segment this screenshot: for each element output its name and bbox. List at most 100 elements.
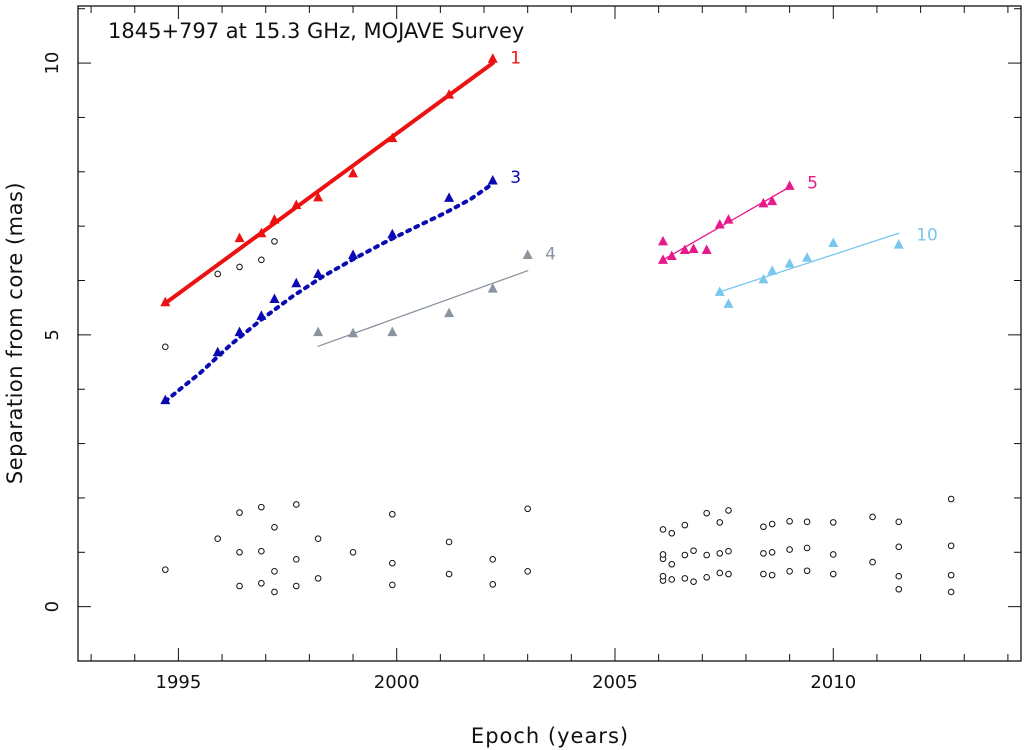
marker-3 [313,268,324,278]
unassigned-point [947,588,955,596]
unassigned-point [271,568,278,575]
y-tick-label: 5 [42,329,63,340]
marker-1 [160,296,171,307]
component-labels: 1 3 4 5 10 [510,49,938,265]
marker-10 [723,298,734,308]
unassigned-point [725,570,732,578]
unassigned-point [162,343,169,351]
unassigned-point [716,519,724,526]
unassigned-point [829,519,837,526]
unassigned-point [895,585,903,593]
marker-10 [767,265,778,275]
unassigned-point [760,550,767,557]
marker-5 [767,195,778,206]
unassigned-point [659,526,667,533]
unassigned-point [690,547,697,554]
unassigned-point [947,571,955,579]
marker-3 [291,277,302,288]
unassigned-point [236,263,243,271]
unassigned-point [768,520,776,528]
unassigned-point [349,548,357,556]
marker-3 [487,174,498,185]
marker-5 [701,244,712,255]
unassigned-point [760,523,767,531]
unassigned-points [162,238,955,596]
unassigned-point [768,548,776,556]
unassigned-point [271,588,278,596]
unassigned-point [292,501,300,508]
unassigned-point [236,582,243,590]
x-tick-label: 2000 [374,672,420,693]
unassigned-point [236,509,243,516]
y-tick-label: 0 [42,601,63,612]
unassigned-point [445,538,453,546]
unassigned-point [716,550,724,557]
fit-line-10 [719,232,900,293]
fit-line-1 [163,61,495,306]
unassigned-point [895,518,903,526]
marker-5 [688,243,699,253]
unassigned-point [314,535,322,542]
unassigned-point [271,523,278,531]
component-label-10: 10 [916,225,938,245]
unassigned-point [786,546,793,553]
unassigned-point [489,581,497,588]
unassigned-point [895,543,903,551]
marker-10 [714,286,725,296]
unassigned-point [214,535,222,542]
marker-10 [802,252,813,262]
marker-4 [444,307,455,318]
marker-5 [658,254,669,264]
marker-1 [348,167,359,178]
unassigned-point [760,570,767,578]
marker-10 [828,237,839,247]
marker-10 [758,273,769,284]
unassigned-point [703,573,710,581]
y-tick-labels: 0 5 10 [42,52,63,613]
marker-1 [256,227,267,238]
unassigned-point [716,569,724,577]
marker-5 [666,250,677,261]
component-label-3: 3 [510,168,521,188]
unassigned-point [829,570,837,578]
component-label-4: 4 [545,244,556,264]
marker-4 [348,327,359,338]
marker-3 [212,346,223,357]
unassigned-point [258,547,265,555]
unassigned-point [947,495,955,503]
unassigned-point [389,559,396,567]
marker-3 [269,293,280,303]
x-tick-label: 1995 [156,672,202,693]
component-label-5: 5 [807,174,818,194]
unassigned-point [869,513,876,521]
unassigned-point [829,551,837,558]
unassigned-point [725,507,732,514]
unassigned-point [786,518,793,525]
marker-5 [758,197,769,208]
unassigned-point [162,566,169,573]
x-tick-label: 2010 [810,672,856,693]
unassigned-point [786,568,793,575]
unassigned-point [869,558,876,566]
plot-frame [77,5,1022,662]
data-markers [160,53,904,405]
unassigned-point [524,568,531,575]
marker-5 [714,219,725,229]
marker-1 [487,53,498,63]
marker-1 [269,214,280,224]
x-tick-labels: 1995 2000 2005 2010 [156,672,857,693]
marker-4 [522,249,533,259]
x-tick-label: 2005 [592,672,638,693]
y-tick-label: 10 [42,52,63,75]
unassigned-point [314,575,322,582]
unassigned-point [681,521,689,529]
marker-10 [784,258,795,268]
marker-1 [444,89,455,99]
fit-line-3 [163,181,495,404]
unassigned-point [524,505,531,513]
fit-lines [163,61,900,404]
marker-5 [723,214,734,224]
unassigned-point [489,556,497,563]
unassigned-point [768,571,776,579]
